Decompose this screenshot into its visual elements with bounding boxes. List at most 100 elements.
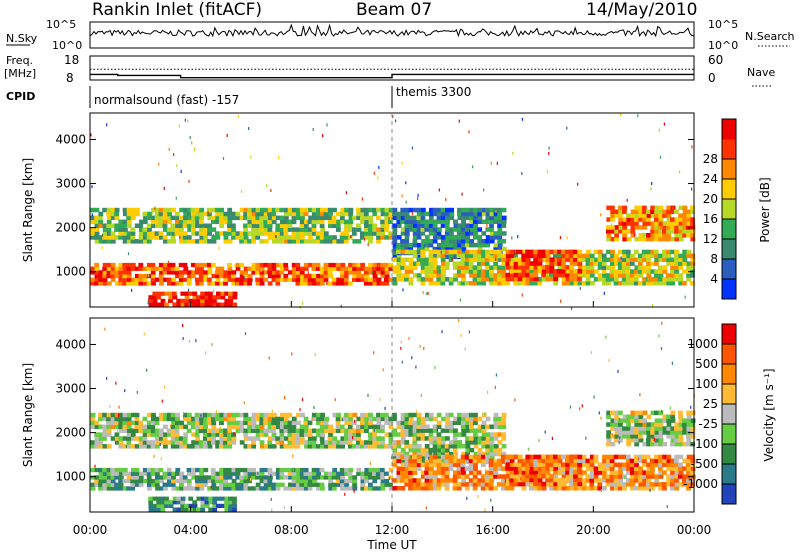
heatmap-noise-cell — [141, 430, 143, 434]
heatmap-cell-4 — [613, 281, 619, 286]
heatmap-cell-5 — [549, 265, 555, 270]
heatmap-cell-4 — [472, 474, 478, 479]
heatmap-cell-4 — [581, 273, 587, 278]
heatmap-cell-1 — [102, 486, 108, 491]
heatmap-cell-0 — [259, 219, 265, 225]
power-heatmap — [90, 113, 696, 310]
heatmap-cell-4 — [625, 249, 631, 255]
heatmap-cell-4 — [452, 261, 458, 266]
heatmap-cell-0 — [215, 412, 221, 418]
heatmap-cell-0 — [235, 231, 241, 236]
heatmap-cell-5 — [565, 466, 570, 471]
heatmap-noise-cell — [154, 206, 156, 210]
heatmap-cell-1 — [259, 475, 265, 480]
heatmap-cell-4 — [457, 482, 462, 487]
heatmap-cell-5 — [565, 253, 571, 258]
heatmap-cell-2 — [232, 507, 237, 512]
heatmap-cell-4 — [441, 273, 446, 278]
heatmap-cell-6 — [666, 217, 672, 222]
freq-tick-bottom: 8 — [66, 71, 74, 85]
heatmap-cell-6 — [650, 225, 656, 230]
heatmap-cell-0 — [300, 412, 305, 418]
heatmap-cell-0 — [138, 428, 144, 433]
heatmap-cell-0 — [218, 211, 224, 217]
heatmap-cell-0 — [312, 428, 317, 433]
heatmap-cell-4 — [646, 253, 652, 259]
heatmap-cell-6 — [646, 221, 651, 226]
heatmap-cell-0 — [183, 239, 188, 244]
heatmap-cell-3 — [420, 447, 426, 453]
heatmap-cell-1 — [348, 478, 353, 484]
heatmap-cell-0 — [299, 223, 305, 228]
heatmap-cell-3 — [461, 207, 467, 213]
heatmap-cell-0 — [134, 424, 140, 430]
heatmap-cell-1 — [247, 277, 253, 282]
heatmap-cell-5 — [517, 462, 523, 467]
heatmap-cell-6 — [650, 236, 655, 242]
heatmap-cell-0 — [122, 436, 128, 441]
heatmap-cell-6 — [650, 430, 655, 435]
heatmap-cell-4 — [456, 253, 462, 259]
heatmap-cell-4 — [670, 466, 676, 471]
heatmap-cell-4 — [445, 462, 450, 467]
cpid-label: CPID — [6, 90, 35, 103]
heatmap-cell-3 — [461, 235, 466, 240]
heatmap-noise-cell — [581, 472, 584, 476]
heatmap-cell-4 — [488, 462, 494, 467]
heatmap-cell-4 — [646, 478, 651, 483]
heatmap-cell-0 — [239, 428, 245, 433]
heatmap-cell-1 — [276, 467, 281, 473]
heatmap-cell-1 — [170, 482, 176, 487]
heatmap-cell-4 — [521, 458, 526, 464]
heatmap-cell-6 — [658, 438, 664, 443]
heatmap-cell-5 — [533, 462, 538, 467]
heatmap-cell-4 — [610, 265, 615, 270]
heatmap-cell-4 — [469, 253, 474, 259]
y-tick-label: 2000 — [55, 426, 86, 440]
heatmap-cell-3 — [453, 246, 458, 252]
heatmap-cell-0 — [287, 235, 293, 240]
heatmap-cell-1 — [388, 277, 394, 282]
heatmap-cell-6 — [630, 434, 636, 439]
heatmap-cell-1 — [118, 467, 124, 473]
heatmap-cell-5 — [517, 272, 523, 278]
heatmap-cell-4 — [605, 482, 611, 487]
heatmap-cell-6 — [674, 236, 680, 242]
heatmap-cell-3 — [392, 428, 398, 433]
heatmap-cell-4 — [441, 470, 446, 475]
heatmap-cell-0 — [384, 432, 390, 437]
heatmap-cell-4 — [646, 269, 652, 274]
heatmap-cell-4 — [690, 466, 696, 471]
heatmap-cell-4 — [606, 458, 611, 464]
heatmap-cell-0 — [110, 239, 116, 244]
heatmap-cell-4 — [601, 265, 607, 270]
heatmap-cell-0 — [295, 444, 301, 449]
heatmap-cell-2 — [172, 302, 178, 307]
heatmap-cell-4 — [585, 273, 591, 278]
heatmap-noise-cell — [226, 430, 228, 434]
heatmap-cell-3 — [481, 412, 487, 418]
heatmap-cell-4 — [501, 253, 506, 259]
heatmap-cell-3 — [497, 227, 503, 232]
heatmap-cell-0 — [303, 416, 309, 422]
heatmap-cell-3 — [453, 223, 459, 228]
heatmap-cell-4 — [670, 462, 675, 467]
heatmap-cell-1 — [155, 486, 160, 491]
heatmap-cell-2 — [228, 298, 234, 303]
heatmap-cell-4 — [553, 261, 559, 266]
heatmap-cell-2 — [152, 302, 157, 307]
heatmap-cell-1 — [170, 262, 176, 268]
heatmap-cell-4 — [669, 474, 675, 479]
heatmap-cell-3 — [472, 219, 478, 224]
heatmap-cell-1 — [356, 273, 362, 279]
heatmap-cell-0 — [183, 432, 189, 437]
heatmap-cell-3 — [428, 432, 434, 437]
heatmap-cell-0 — [114, 412, 120, 418]
heatmap-cell-0 — [190, 444, 196, 449]
heatmap-cell-2 — [180, 496, 186, 501]
heatmap-cell-1 — [239, 475, 245, 480]
heatmap-cell-6 — [686, 233, 691, 238]
heatmap-cell-2 — [152, 507, 157, 512]
heatmap-cell-1 — [98, 273, 104, 279]
heatmap-cell-6 — [622, 209, 627, 214]
